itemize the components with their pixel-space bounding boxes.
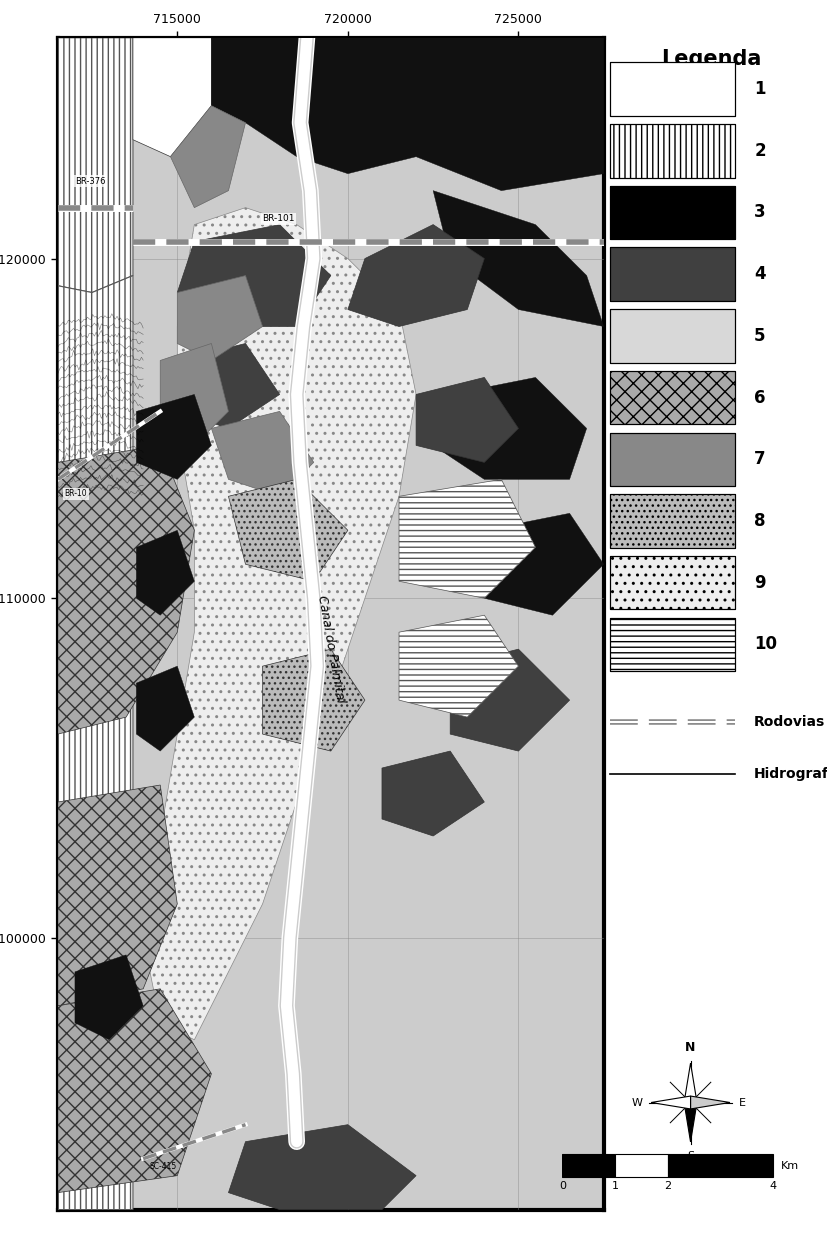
Text: 7: 7 bbox=[754, 450, 766, 469]
Bar bbox=[610, 617, 735, 672]
Text: E: E bbox=[739, 1097, 746, 1108]
Polygon shape bbox=[177, 224, 331, 326]
Polygon shape bbox=[262, 649, 365, 751]
Text: Km: Km bbox=[781, 1160, 799, 1171]
Text: 4: 4 bbox=[769, 1181, 777, 1191]
Bar bbox=[610, 494, 735, 548]
Polygon shape bbox=[228, 1125, 416, 1210]
Polygon shape bbox=[177, 276, 262, 360]
Bar bbox=[610, 617, 735, 672]
Text: Rodovias: Rodovias bbox=[754, 714, 825, 728]
Text: N: N bbox=[686, 1041, 696, 1055]
Bar bbox=[610, 185, 735, 239]
Bar bbox=[610, 123, 735, 178]
Polygon shape bbox=[348, 224, 485, 326]
Polygon shape bbox=[433, 378, 586, 479]
Text: BR-376: BR-376 bbox=[75, 176, 106, 186]
Bar bbox=[610, 370, 735, 425]
Bar bbox=[610, 247, 735, 301]
Polygon shape bbox=[133, 38, 212, 156]
Text: 4: 4 bbox=[754, 265, 766, 284]
Text: Hidrografia: Hidrografia bbox=[754, 767, 827, 781]
Polygon shape bbox=[416, 378, 519, 462]
Bar bbox=[610, 62, 735, 116]
Polygon shape bbox=[433, 190, 604, 326]
Bar bbox=[610, 123, 735, 178]
Polygon shape bbox=[450, 649, 570, 751]
Polygon shape bbox=[75, 955, 143, 1040]
Text: W: W bbox=[631, 1097, 643, 1108]
Polygon shape bbox=[684, 1063, 697, 1102]
Text: 1: 1 bbox=[611, 1181, 619, 1191]
Bar bbox=[667, 1154, 773, 1177]
Bar bbox=[610, 309, 735, 363]
Bar bbox=[610, 494, 735, 548]
Polygon shape bbox=[382, 751, 485, 835]
Text: 2: 2 bbox=[664, 1181, 672, 1191]
Text: Legenda: Legenda bbox=[661, 49, 762, 69]
Text: BR-101: BR-101 bbox=[262, 214, 295, 223]
Bar bbox=[610, 62, 735, 116]
Text: 1: 1 bbox=[754, 81, 766, 98]
Text: 5: 5 bbox=[754, 326, 766, 345]
Polygon shape bbox=[160, 344, 228, 445]
Polygon shape bbox=[228, 479, 348, 581]
Polygon shape bbox=[58, 38, 133, 292]
Polygon shape bbox=[684, 1102, 697, 1142]
Polygon shape bbox=[450, 513, 604, 615]
Polygon shape bbox=[58, 276, 133, 1210]
Polygon shape bbox=[136, 530, 194, 615]
Bar bbox=[610, 370, 735, 425]
Bar bbox=[562, 1154, 615, 1177]
Text: 10: 10 bbox=[754, 635, 777, 654]
Polygon shape bbox=[212, 412, 313, 496]
Text: 3: 3 bbox=[754, 204, 766, 222]
Text: SC-415: SC-415 bbox=[150, 1162, 177, 1171]
Polygon shape bbox=[399, 615, 519, 717]
Polygon shape bbox=[177, 344, 280, 428]
Polygon shape bbox=[136, 394, 212, 479]
Bar bbox=[610, 432, 735, 486]
Polygon shape bbox=[143, 208, 416, 1040]
Polygon shape bbox=[136, 667, 194, 751]
Bar bbox=[610, 556, 735, 610]
Text: BR-10: BR-10 bbox=[65, 489, 88, 499]
Text: 0: 0 bbox=[559, 1181, 566, 1191]
Polygon shape bbox=[212, 38, 604, 190]
Bar bbox=[610, 309, 735, 363]
Polygon shape bbox=[58, 989, 212, 1193]
Text: Canal do Palmital: Canal do Palmital bbox=[315, 595, 347, 704]
Polygon shape bbox=[58, 445, 194, 735]
Polygon shape bbox=[170, 106, 246, 208]
Bar bbox=[610, 432, 735, 486]
Polygon shape bbox=[651, 1096, 691, 1109]
Text: 8: 8 bbox=[754, 512, 766, 530]
Text: 9: 9 bbox=[754, 573, 766, 592]
Bar bbox=[610, 185, 735, 239]
Polygon shape bbox=[58, 785, 177, 1005]
Text: S: S bbox=[687, 1150, 694, 1160]
Text: 2: 2 bbox=[754, 142, 766, 160]
Text: 6: 6 bbox=[754, 388, 766, 407]
Polygon shape bbox=[691, 1096, 730, 1109]
Bar bbox=[610, 556, 735, 610]
Bar bbox=[615, 1154, 667, 1177]
Polygon shape bbox=[399, 479, 535, 598]
Bar bbox=[610, 247, 735, 301]
